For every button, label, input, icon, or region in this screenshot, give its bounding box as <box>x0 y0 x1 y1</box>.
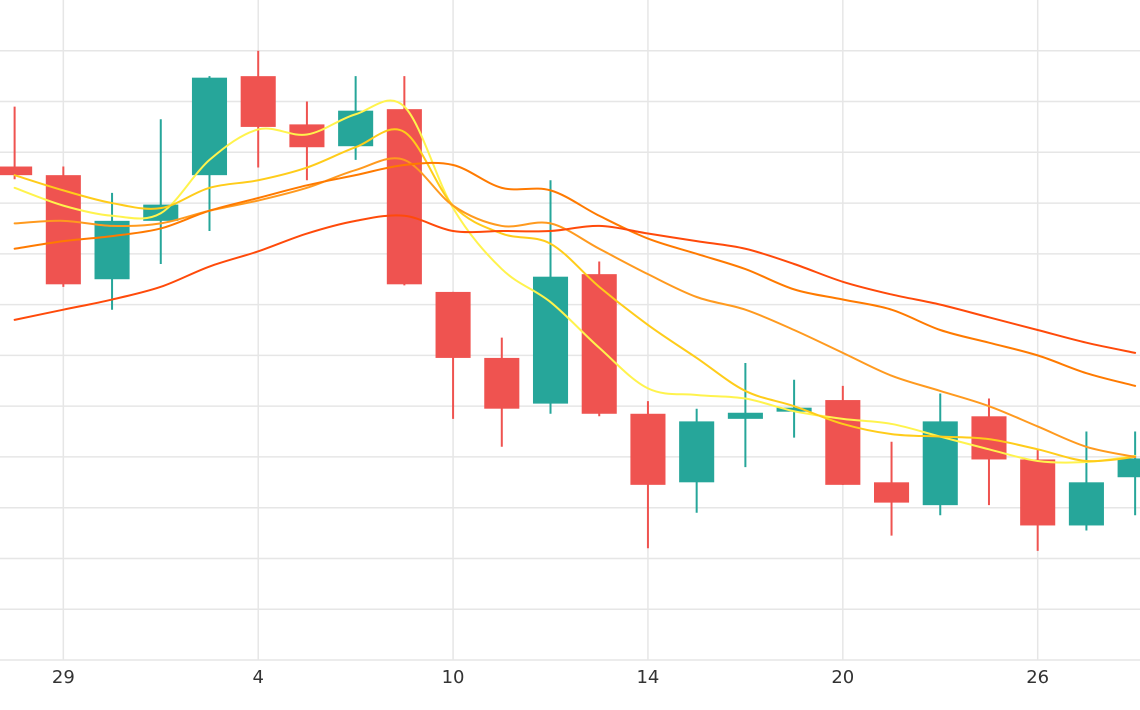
candle-up <box>532 180 569 414</box>
x-tick-label: 14 <box>636 667 659 688</box>
candle-body <box>874 482 910 503</box>
candle-up <box>922 393 958 516</box>
x-tick-label: 4 <box>252 667 263 688</box>
x-tick-label: 20 <box>831 667 854 688</box>
candle-body <box>1117 458 1140 478</box>
candle-up <box>143 119 179 264</box>
candle-body <box>630 413 666 485</box>
candle-body <box>0 166 33 176</box>
candle-down <box>581 261 617 417</box>
candle-down <box>240 50 276 168</box>
candles <box>0 50 1140 551</box>
candle-body <box>435 291 471 358</box>
candle-body <box>825 400 861 485</box>
moving-average-line <box>13 161 1137 387</box>
candle-up <box>679 408 715 513</box>
candle-body <box>581 274 617 414</box>
candle-up <box>727 363 763 468</box>
x-tick-label: 29 <box>52 667 75 688</box>
candle-body <box>289 124 325 148</box>
candle-body <box>1068 482 1104 526</box>
candle-up <box>1117 431 1140 516</box>
candle-up <box>776 379 812 438</box>
candle-body <box>240 76 276 127</box>
moving-average-lines <box>13 99 1137 464</box>
candle-down <box>435 291 471 419</box>
candle-body <box>532 276 569 404</box>
moving-average-line <box>13 214 1137 354</box>
candle-down <box>484 337 520 447</box>
candle-body <box>776 407 812 412</box>
candle-body <box>94 220 130 280</box>
candle-down <box>0 106 33 180</box>
candle-down <box>874 441 910 536</box>
candle-body <box>386 109 422 285</box>
x-tick-label: 26 <box>1026 667 1049 688</box>
candle-up <box>94 192 130 310</box>
candle-body <box>45 175 81 285</box>
moving-average-line <box>13 128 1137 463</box>
candle-down <box>386 76 422 286</box>
candle-body <box>679 421 715 483</box>
x-tick-label: 10 <box>442 667 465 688</box>
candle-body <box>484 357 520 409</box>
x-axis-tick-labels: 29 4 10 14 20 26 <box>52 667 1049 688</box>
moving-average-line <box>13 99 1137 464</box>
candle-body <box>727 412 763 419</box>
candle-up <box>1068 431 1104 531</box>
candle-down <box>45 166 81 287</box>
candle-down <box>1020 449 1056 551</box>
candle-down <box>825 385 861 485</box>
candle-body <box>1020 459 1056 526</box>
candle-down <box>630 401 666 549</box>
grid <box>0 0 1140 661</box>
